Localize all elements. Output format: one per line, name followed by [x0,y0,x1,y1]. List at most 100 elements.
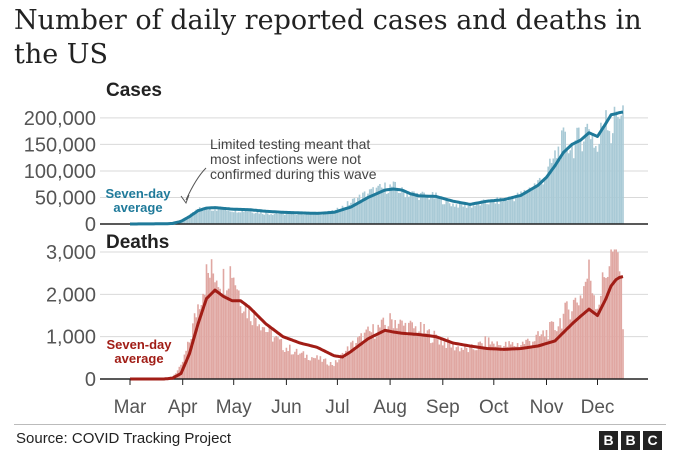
daily-bar [470,344,473,379]
daily-bar [277,214,279,224]
daily-bar [544,336,546,379]
daily-bar [499,345,502,379]
daily-bar [414,326,417,379]
daily-bar [341,205,344,224]
daily-bar [212,273,215,379]
daily-bar [545,330,548,379]
daily-bar [314,211,317,224]
daily-bar [498,204,500,224]
daily-bar [440,196,442,224]
daily-bar [379,327,381,379]
daily-bar [589,280,592,379]
daily-bar [572,299,575,379]
daily-bar [334,209,337,224]
daily-bar [198,309,201,379]
daily-bar [365,197,368,224]
daily-bar [538,336,541,379]
daily-bar [324,358,327,379]
daily-bar [482,199,485,224]
daily-bar [496,196,498,224]
daily-bar [197,209,199,224]
daily-bar [564,302,566,379]
daily-bar [243,311,245,379]
daily-bar [554,150,556,224]
daily-bar [226,290,228,379]
daily-bar [593,147,595,224]
daily-bar [564,131,566,224]
footer-divider [14,424,666,425]
daily-bar [358,194,361,224]
daily-bar [221,209,223,224]
daily-bar [589,139,592,224]
daily-bar [535,185,538,224]
daily-bar [351,340,354,379]
daily-bar [227,288,230,379]
daily-bar [272,341,274,379]
daily-bar [481,343,483,379]
daily-bar [593,295,595,379]
daily-bar [202,293,204,379]
daily-bar [297,213,300,224]
daily-bar [394,181,396,224]
daily-bar [384,182,386,224]
daily-bar [234,285,237,379]
daily-bar [428,329,430,379]
daily-bar [193,212,196,224]
daily-bar [418,331,420,379]
daily-bar [510,344,512,379]
daily-bar [464,203,466,224]
daily-bar [287,212,289,224]
daily-bar [188,342,191,379]
daily-bar [572,158,575,224]
daily-bar [547,339,549,379]
daily-bar [608,131,611,224]
daily-bar [612,133,614,224]
y-tick-label: 50,000 [35,187,96,209]
daily-bar [501,201,504,224]
daily-bar [532,187,534,224]
daily-bar [423,323,425,379]
daily-bar [357,337,359,379]
daily-bar [346,201,349,224]
daily-bar [307,359,310,379]
daily-bar [491,341,493,379]
daily-bar [402,191,405,224]
daily-bar [343,357,345,379]
daily-bar [249,321,252,379]
daily-bar [566,147,568,224]
daily-bar [618,271,621,379]
daily-bar [290,354,293,379]
daily-bar [571,311,573,379]
daily-bar [469,346,471,379]
daily-bar [419,192,422,224]
y-tick-label: 3,000 [46,242,96,264]
daily-bar [448,203,451,224]
daily-bar [472,349,475,379]
daily-bar [489,199,492,224]
daily-bar [467,352,470,379]
daily-bar [404,322,407,379]
daily-bar [608,266,611,379]
daily-bar [406,192,408,224]
daily-bar [474,205,476,224]
daily-bar [459,351,461,379]
daily-bar [319,215,322,224]
daily-bar [440,338,442,379]
x-tick-label: Jul [325,397,349,418]
daily-bar [355,203,357,224]
daily-bar [368,331,371,379]
daily-bar [190,213,192,224]
daily-bar [374,195,376,224]
daily-bar [244,210,247,224]
daily-bar [462,349,464,379]
daily-bar [292,211,294,224]
daily-bar [255,317,257,379]
daily-bar [232,212,235,224]
daily-bar [275,213,277,224]
daily-bar [438,196,441,224]
annotation-note: confirmed during this wave [210,166,377,182]
daily-bar [394,320,396,379]
daily-bar [304,357,306,379]
daily-bar [455,204,458,224]
daily-bar [265,331,267,379]
